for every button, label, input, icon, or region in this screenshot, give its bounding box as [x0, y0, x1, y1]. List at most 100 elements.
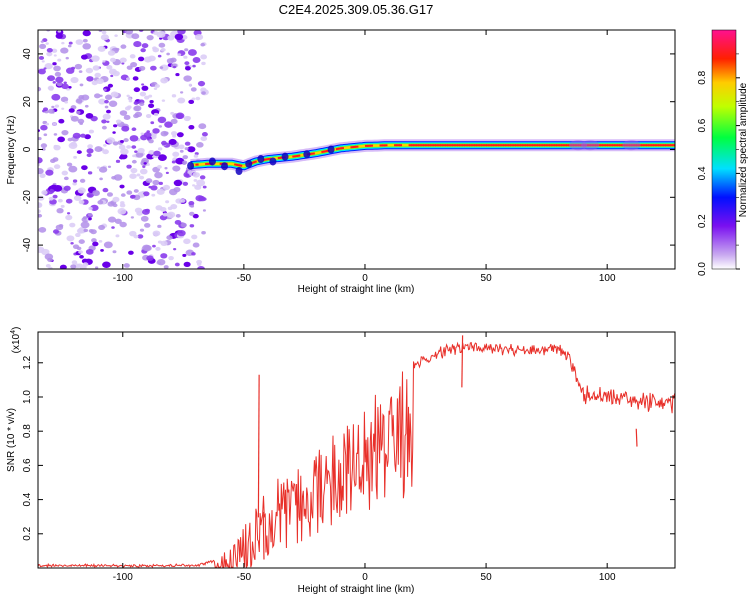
noise-dot	[88, 206, 93, 211]
noise-dot	[112, 141, 119, 146]
noise-dot	[38, 195, 45, 201]
noise-dot	[72, 132, 81, 139]
noise-dot	[185, 173, 190, 177]
noise-dot	[108, 100, 118, 107]
snr-series	[38, 335, 675, 568]
noise-dot	[103, 88, 107, 92]
noise-dot	[115, 119, 122, 124]
noise-dot	[98, 98, 106, 105]
snr-x-ticks: -100 -50 0 50 100	[113, 332, 616, 583]
noise-dot	[87, 171, 93, 175]
noise-dot	[86, 76, 94, 82]
noise-dot	[66, 162, 73, 167]
noise-dot	[123, 263, 130, 268]
noise-dot	[173, 179, 183, 187]
noise-dot	[66, 212, 71, 215]
noise-dot	[45, 122, 50, 126]
noise-dot	[180, 91, 184, 94]
noise-dot	[97, 200, 104, 205]
noise-dot	[126, 94, 130, 98]
noise-dot	[178, 144, 185, 150]
noise-dot	[88, 217, 92, 221]
noise-dot	[81, 258, 89, 264]
snr-spike	[257, 374, 260, 518]
trace-blob	[187, 161, 195, 170]
noise-dot	[175, 73, 180, 77]
noise-dot	[177, 53, 182, 57]
snr-x-tick-label: 50	[481, 572, 493, 583]
noise-dot	[133, 105, 142, 112]
noise-dot	[97, 45, 106, 52]
noise-dot	[170, 111, 175, 115]
noise-dot	[166, 211, 176, 218]
noise-dot	[182, 160, 188, 165]
noise-dot	[55, 76, 64, 83]
noise-dot	[102, 149, 109, 155]
spectrogram-y-tick-label: -20	[22, 190, 33, 205]
noise-dot	[149, 99, 154, 104]
snr-spike	[262, 511, 265, 560]
noise-dot	[52, 81, 56, 84]
noise-dot	[38, 68, 46, 75]
noise-dot	[174, 262, 180, 267]
noise-dot	[78, 239, 85, 244]
noise-dot	[166, 52, 170, 56]
noise-dot	[141, 85, 149, 91]
noise-dot	[134, 150, 138, 153]
noise-dot	[127, 97, 132, 101]
noise-dot	[157, 147, 163, 151]
noise-dot	[119, 155, 124, 160]
noise-dot	[79, 83, 84, 87]
noise-dot	[79, 178, 86, 183]
trace-bulge	[581, 140, 600, 151]
snr-x-tick-label: -100	[113, 572, 133, 583]
noise-dot	[100, 248, 104, 252]
noise-dot	[78, 250, 83, 254]
spectrogram-x-tick-label: 50	[481, 273, 493, 284]
noise-dot	[140, 134, 148, 141]
noise-dot	[129, 54, 136, 59]
noise-dot	[152, 179, 160, 186]
noise-dot	[165, 171, 169, 175]
noise-dot	[188, 99, 195, 105]
noise-dot	[101, 125, 107, 130]
noise-dot	[73, 195, 82, 201]
noise-dot	[153, 87, 158, 90]
noise-dot	[135, 152, 144, 158]
snr-x-tick-label: 0	[362, 572, 368, 583]
spectrogram-x-tick-label: -50	[237, 273, 252, 284]
noise-dot	[153, 31, 159, 36]
noise-dot	[191, 252, 196, 256]
noise-dot	[76, 150, 82, 154]
noise-dot	[57, 136, 65, 143]
noise-dot	[198, 123, 207, 130]
noise-dot	[168, 256, 174, 261]
noise-dot	[133, 234, 139, 239]
noise-dot	[68, 165, 78, 173]
spectrogram-x-tick-label: 0	[362, 273, 368, 284]
noise-dot	[51, 93, 61, 101]
noise-dot	[45, 263, 51, 268]
noise-dot	[75, 39, 84, 45]
noise-dot	[146, 255, 154, 261]
noise-dot	[57, 58, 62, 62]
noise-dot	[53, 54, 57, 57]
noise-dot	[160, 47, 166, 52]
trace-bulge	[622, 140, 641, 151]
noise-dot	[85, 248, 94, 255]
noise-dot	[98, 239, 103, 243]
noise-dot	[54, 71, 62, 77]
noise-dot	[115, 234, 120, 238]
noise-dot	[160, 240, 168, 247]
noise-dot	[123, 138, 129, 143]
trace-core	[238, 164, 243, 167]
noise-dot	[55, 33, 63, 39]
noise-dot	[177, 230, 181, 233]
noise-dot	[73, 155, 77, 159]
colorbar-tick-label: 0.6	[697, 118, 708, 132]
trace-bulge	[569, 140, 588, 151]
noise-dot	[121, 125, 130, 132]
snr-y-tick-label: 0.2	[22, 526, 33, 540]
noise-dot	[201, 231, 206, 235]
noise-dot	[107, 83, 114, 88]
